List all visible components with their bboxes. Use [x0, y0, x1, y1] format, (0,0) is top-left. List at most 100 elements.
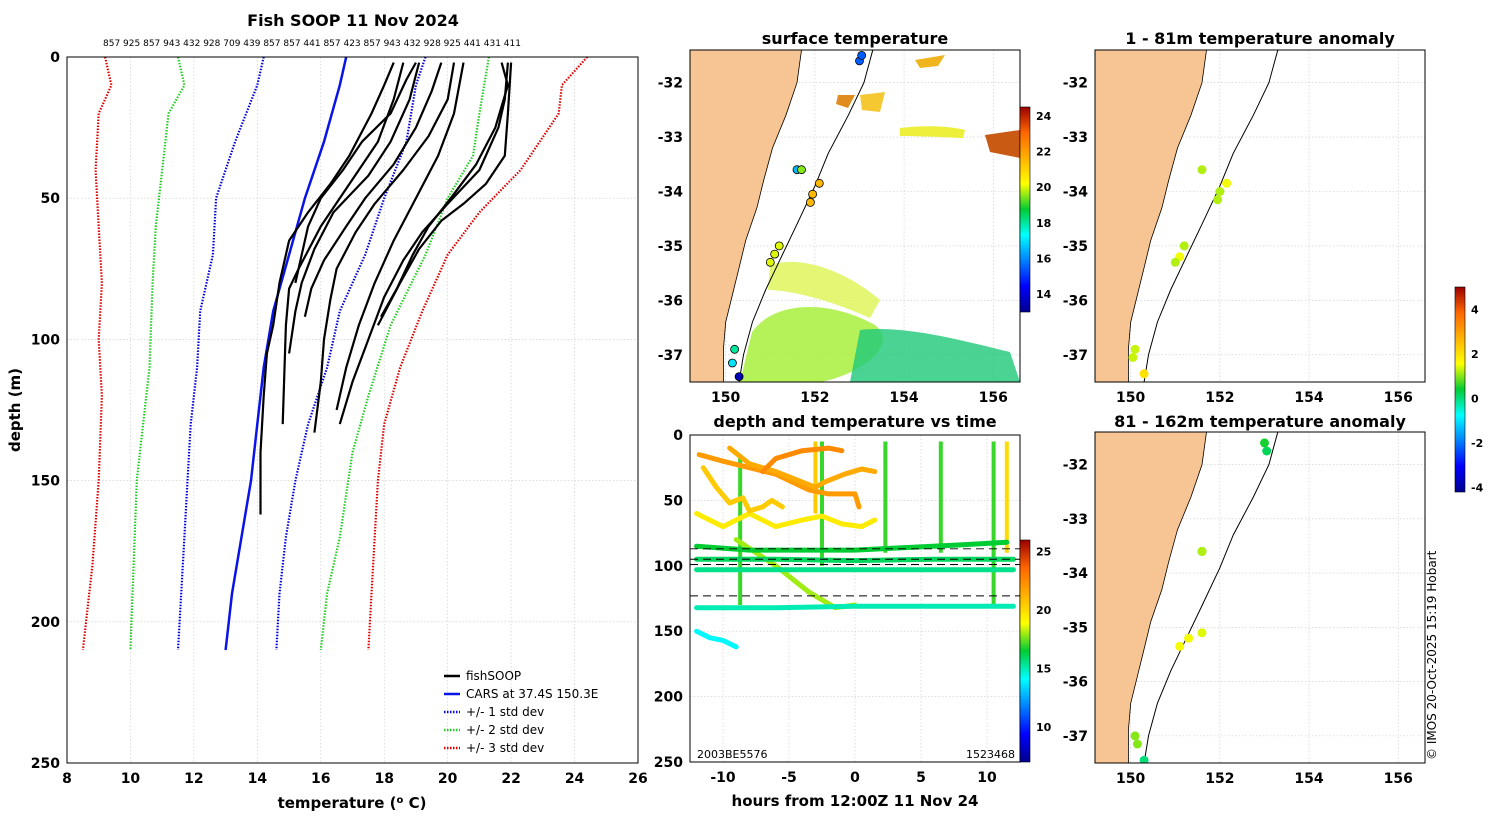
surface-panel: 150 152 154 156 -32 -33 -34 -35 -36 -37 surface t… [658, 29, 1052, 406]
anomaly-cb-tick: 0 [1471, 392, 1479, 405]
depthtime-cb-tick: 15 [1036, 663, 1051, 676]
profile-xtick: 10 [121, 771, 141, 787]
anomaly-deep-xtick: 156 [1384, 771, 1413, 787]
anomaly-shallow-ticks: 150 152 154 156 -32 -33 -34 -35 -36 -37 [1063, 76, 1413, 406]
anomaly-cb-tick: 4 [1471, 303, 1479, 316]
anomaly-shallow-ytick: -34 [1063, 185, 1089, 201]
surface-colorbar-ticks: 24 22 20 18 16 14 [1036, 110, 1052, 301]
std-line-sd3-lo [81, 57, 113, 651]
legend-sd1: +/- 1 std dev [466, 705, 544, 719]
anomaly-deep-point [1175, 641, 1185, 651]
anomaly-shallow-ytick: -32 [1063, 76, 1088, 92]
surface-point [857, 51, 867, 60]
profile-ytick: 0 [50, 50, 60, 66]
anomaly-deep-ytick: -37 [1063, 729, 1088, 745]
profile-xtick: 12 [184, 771, 203, 787]
profile-ytick: 50 [41, 191, 61, 207]
anomaly-deep-ytick: -33 [1063, 512, 1088, 528]
profile-ytick: 100 [31, 332, 60, 348]
depthtime-track-3 [694, 511, 878, 530]
depthtime-track-1 [727, 445, 878, 490]
surface-cb-tick: 18 [1036, 217, 1051, 230]
anomaly-deep-point [1139, 755, 1149, 763]
depthtime-cb-tick: 20 [1036, 604, 1052, 617]
profile-frame [66, 56, 639, 764]
anomaly-shallow-map [1095, 50, 1279, 382]
depthtime-track-2 [760, 445, 845, 475]
fish-profile-2 [288, 62, 421, 354]
std-line-sd3-hi [367, 57, 589, 651]
anomaly-shallow-point [1130, 344, 1140, 354]
surface-ytick: -37 [658, 348, 683, 364]
anomaly-shallow-land [1095, 50, 1207, 382]
anomaly-deep-point [1132, 739, 1142, 749]
profile-ytick: 200 [31, 615, 60, 631]
surface-ticks: 150 152 154 156 -32 -33 -34 -35 -36 -37 [658, 76, 1008, 406]
std-line-sd1-hi [275, 57, 427, 651]
depthtime-tracks [690, 441, 1020, 650]
anomaly-deep-point [1197, 546, 1207, 556]
surface-cb-tick: 16 [1036, 253, 1052, 266]
anomaly-shallow-point [1170, 257, 1180, 267]
surface-map [690, 50, 1020, 382]
sst-patch-southeast [850, 329, 1020, 382]
surface-shelf-contour [738, 50, 874, 382]
anomaly-shallow-ytick: -36 [1063, 293, 1088, 309]
anomaly-deep-xtick: 154 [1294, 771, 1323, 787]
surface-point [728, 358, 737, 368]
depthtime-ytick: 200 [654, 690, 683, 706]
surface-ytick: -33 [658, 130, 683, 146]
depthtime-colorbar-ticks: 25 20 15 10 [1036, 546, 1052, 734]
anomaly-deep-panel: 150 152 154 156 -32 -33 -34 -35 -36 -37 81 - 162m… [1063, 286, 1484, 787]
depthtime-ytick: 50 [664, 493, 684, 509]
sst-patch-inshore [860, 92, 885, 112]
anomaly-cb-tick: -2 [1471, 437, 1483, 450]
credit-text: © IMOS 20-Oct-2025 15:19 Hobart [1425, 550, 1439, 760]
anomaly-deep-map [1095, 432, 1279, 763]
anomaly-deep-xtick: 150 [1116, 771, 1145, 787]
profile-top-numbers: 857 925 857 943 432 928 709 439 857 857 … [103, 39, 521, 49]
surface-ytick: -34 [658, 185, 684, 201]
anomaly-deep-point [1184, 633, 1194, 643]
profile-xtick: 16 [311, 771, 330, 787]
surface-point [806, 197, 815, 207]
depthtime-track-4 [700, 465, 785, 514]
surface-cb-tick: 14 [1036, 288, 1052, 301]
profile-xtick: 18 [374, 771, 393, 787]
surface-point [765, 257, 775, 267]
anomaly-cb-tick: 2 [1471, 348, 1479, 361]
depthtime-xtick: -10 [710, 770, 736, 786]
sst-patch-ne [915, 55, 945, 68]
anomaly-deep-shelf [1143, 432, 1279, 763]
anomaly-deep-ytick: -35 [1063, 620, 1088, 636]
depthtime-colorbar [1019, 539, 1031, 763]
anomaly-deep-title: 81 - 162m temperature anomaly [1114, 412, 1406, 431]
sst-patch-north [900, 126, 965, 138]
legend-cars: CARS at 37.4S 150.3E [466, 687, 598, 701]
fish-profile-7 [376, 62, 513, 326]
legend-sd3: +/- 3 std dev [466, 741, 544, 755]
depthtime-cb-tick: 25 [1036, 546, 1051, 559]
depthtime-xtick: 10 [977, 770, 997, 786]
profile-panel: 8 10 12 14 16 18 20 22 24 26 0 50 100 150 200 250 Fish … [6, 11, 648, 812]
surface-xtick: 152 [800, 390, 829, 406]
profile-legend: fishSOOP CARS at 37.4S 150.3E +/- 1 std … [444, 669, 598, 755]
anomaly-deep-ticks: 150 152 154 156 -32 -33 -34 -35 -36 -37 [1063, 458, 1413, 787]
surface-point [734, 372, 744, 382]
depthtime-xtick: -5 [781, 770, 797, 786]
profile-ytick: 150 [31, 474, 60, 490]
std-line-sd1-lo [176, 57, 265, 651]
profile-xtick: 24 [565, 771, 585, 787]
anomaly-shallow-frame [1094, 49, 1426, 383]
anomaly-deep-xtick: 152 [1205, 771, 1234, 787]
anomaly-shallow-points [1128, 165, 1232, 379]
legend-fish: fishSOOP [466, 669, 521, 683]
surface-point [797, 165, 806, 175]
depthtime-cb-tick: 10 [1036, 721, 1052, 734]
depthtime-corner-left: 2003BE5576 [697, 748, 768, 761]
surface-sst-field [740, 55, 1020, 382]
anomaly-shallow-point [1197, 165, 1207, 175]
anomaly-shallow-ytick: -33 [1063, 130, 1088, 146]
depthtime-ytick: 250 [654, 755, 683, 771]
